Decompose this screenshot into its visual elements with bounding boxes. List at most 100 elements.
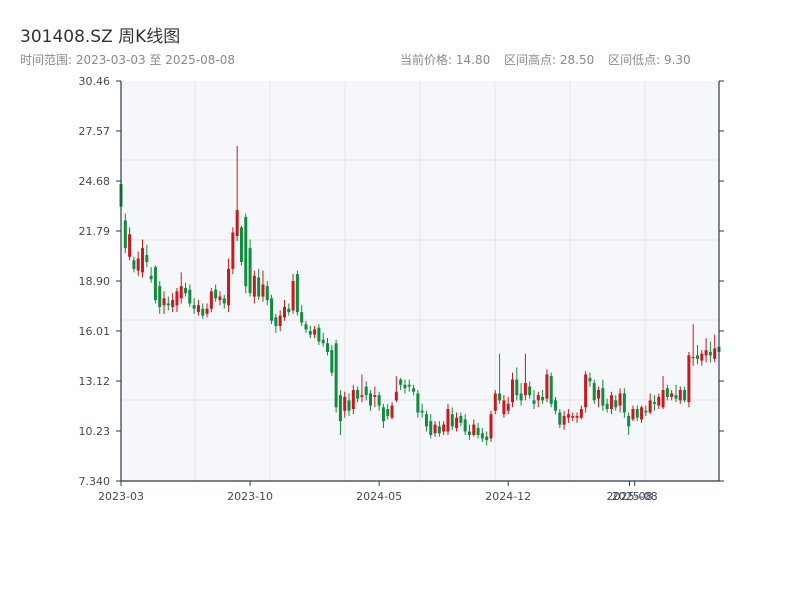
candle-body — [450, 414, 454, 427]
candle-body — [196, 305, 200, 313]
candle-body — [158, 286, 162, 307]
candle-body — [214, 289, 218, 299]
y-axis-ticks: 30.46 27.57 24.68 21.79 18.90 16.01 13.12 10.23… — [79, 75, 724, 488]
candle-body — [597, 389, 601, 399]
x-axis-ticks: 2023-03 2023-10 2024-05 2024-12 2025-082025-… — [98, 481, 658, 503]
candle-body — [459, 415, 463, 423]
candle-body — [661, 389, 665, 408]
candle-body — [188, 289, 192, 304]
candle-body — [631, 409, 635, 420]
price-stats: 当前价格: 14.80 区间高点: 28.50 区间低点: 9.30 — [400, 51, 701, 68]
y-tick-label: 21.79 — [79, 225, 111, 238]
candle-body — [265, 286, 269, 301]
x-tick-label: 2024-05 — [356, 490, 402, 503]
candle-body — [179, 286, 183, 299]
candle-body — [128, 234, 132, 257]
candle-body — [205, 308, 209, 314]
candle-body — [222, 298, 226, 304]
candle-body — [476, 428, 480, 435]
candle-body — [308, 331, 312, 335]
candle-body — [326, 343, 330, 352]
candle-body — [467, 431, 471, 435]
candle-body — [166, 303, 170, 306]
candle-body — [489, 414, 493, 439]
candle-body — [510, 379, 514, 403]
candle-body — [446, 409, 450, 432]
candle-body — [386, 409, 390, 416]
candle-body — [579, 409, 583, 418]
candle-body — [399, 379, 403, 385]
candle-body — [674, 395, 678, 399]
candle-body — [528, 386, 532, 396]
candle-body — [282, 306, 286, 318]
candle-body — [575, 415, 579, 418]
candle-body — [493, 393, 497, 411]
candle-body — [700, 353, 704, 361]
candle-body — [136, 258, 140, 271]
candle-body — [321, 339, 325, 344]
x-tick-label: 2025-08 — [607, 490, 653, 503]
candle-body — [257, 277, 261, 297]
candle-body — [463, 419, 467, 432]
candle-body — [295, 274, 299, 313]
chart-title: 301408.SZ 周K线图 — [20, 27, 181, 47]
candle-body — [502, 400, 506, 415]
candle-body — [407, 384, 411, 387]
candle-body — [708, 351, 712, 356]
candle-body — [270, 298, 274, 321]
candle-body — [343, 396, 347, 411]
range-high: 区间高点: 28.50 — [504, 53, 595, 67]
candle-body — [635, 409, 639, 418]
candle-body — [498, 393, 502, 401]
x-tick-label: 2024-12 — [485, 490, 531, 503]
candle-body — [558, 412, 562, 425]
candle-body — [145, 255, 149, 262]
candle-body — [153, 267, 157, 301]
candle-body — [192, 305, 196, 309]
candle-body — [571, 415, 575, 418]
candle-body — [317, 327, 321, 342]
candle-body — [291, 281, 295, 311]
candle-body — [549, 376, 553, 404]
candle-body — [330, 350, 334, 373]
candle-body — [394, 391, 398, 401]
candle-body — [515, 379, 519, 396]
candle-body — [554, 400, 558, 411]
candle-body — [184, 287, 188, 294]
y-tick-label: 16.01 — [79, 325, 111, 338]
candle-body — [377, 395, 381, 406]
candle-body — [278, 315, 282, 326]
y-tick-label: 7.340 — [79, 475, 111, 488]
candle-body — [227, 268, 231, 306]
candle-body — [364, 386, 368, 396]
y-tick-label: 27.57 — [79, 125, 111, 138]
candle-body — [390, 405, 394, 418]
candle-body — [455, 417, 459, 429]
candle-body — [338, 395, 342, 422]
candle-body — [532, 400, 536, 404]
candle-body — [218, 296, 222, 301]
candle-body — [304, 324, 308, 330]
candle-body — [657, 396, 661, 406]
candle-body — [244, 216, 248, 287]
x-tick-label: 2023-10 — [227, 490, 273, 503]
candle-body — [687, 355, 691, 403]
candle-body — [644, 410, 648, 413]
candle-body — [334, 343, 338, 408]
y-tick-label: 18.90 — [79, 275, 111, 288]
candle-body — [545, 374, 549, 399]
candle-body — [300, 312, 304, 323]
x-tick-label: 2023-03 — [98, 490, 144, 503]
candle-body — [381, 407, 385, 422]
candle-body — [261, 284, 265, 297]
candle-body — [601, 388, 605, 406]
candle-body — [373, 395, 377, 397]
candle-body — [480, 433, 484, 439]
candle-body — [360, 395, 364, 397]
candle-body — [566, 414, 570, 418]
candle-body — [485, 436, 489, 441]
candle-body — [523, 383, 527, 396]
candle-body — [429, 421, 433, 435]
y-tick-label: 13.12 — [79, 375, 111, 388]
